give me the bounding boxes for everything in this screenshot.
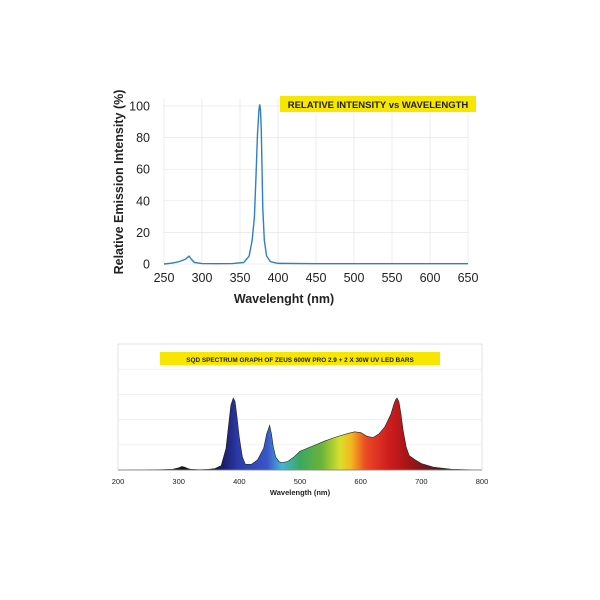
intensity-x-tick-label: 650 — [458, 271, 479, 285]
intensity-x-tick-label: 550 — [382, 271, 403, 285]
sqd-x-tick-label: 800 — [476, 477, 489, 486]
sqd-x-tick-label: 500 — [294, 477, 307, 486]
intensity-x-tick-label: 300 — [192, 271, 213, 285]
sqd-chart-title: SQD SPECTRUM GRAPH OF ZEUS 600W PRO 2.9 … — [186, 357, 414, 364]
intensity-y-tick-label: 60 — [136, 163, 150, 177]
sqd-spectrum-chart: SQD SPECTRUM GRAPH OF ZEUS 600W PRO 2.9 … — [112, 343, 489, 497]
intensity-x-tick-label: 600 — [420, 271, 441, 285]
sqd-x-tick-label: 600 — [354, 477, 367, 486]
sqd-x-tick-label: 700 — [415, 477, 428, 486]
intensity-chart-x-ticks: 250 300 350 400 450 500 550 600 650 — [154, 271, 479, 285]
sqd-x-tick-label: 200 — [112, 477, 125, 486]
intensity-y-tick-label: 20 — [136, 226, 150, 240]
intensity-y-tick-label: 80 — [136, 131, 150, 145]
sqd-spectrum-area — [117, 397, 483, 471]
intensity-series-line — [163, 104, 468, 265]
sqd-chart-x-label: Wavelength (nm) — [270, 488, 331, 497]
intensity-chart-x-label: Wavelenght (nm) — [234, 292, 334, 306]
sqd-x-tick-label: 400 — [233, 477, 246, 486]
sqd-x-tick-label: 300 — [172, 477, 185, 486]
intensity-x-tick-label: 250 — [154, 271, 175, 285]
intensity-chart-y-ticks: 0 20 40 60 80 100 — [129, 100, 150, 272]
intensity-chart-title: RELATIVE INTENSITY vs WAVELENGTH — [288, 100, 469, 111]
sqd-chart-title-background — [160, 352, 440, 365]
intensity-x-tick-label: 400 — [268, 271, 289, 285]
intensity-x-tick-label: 500 — [344, 271, 365, 285]
intensity-chart-title-background — [280, 96, 476, 112]
intensity-chart-y-label: Relative Emission Intensity (%) — [112, 90, 126, 275]
intensity-x-tick-label: 450 — [306, 271, 327, 285]
intensity-chart-grid — [163, 98, 469, 265]
intensity-x-tick-label: 350 — [230, 271, 251, 285]
intensity-y-tick-label: 40 — [136, 194, 150, 208]
sqd-chart-grid — [118, 368, 482, 446]
intensity-chart: RELATIVE INTENSITY vs WAVELENGTH 0 20 40 60… — [112, 90, 478, 306]
intensity-y-tick-label: 100 — [129, 100, 150, 114]
sqd-chart-x-ticks: 200 300 400 500 600 700 800 — [112, 477, 489, 486]
intensity-y-tick-label: 0 — [143, 258, 150, 272]
